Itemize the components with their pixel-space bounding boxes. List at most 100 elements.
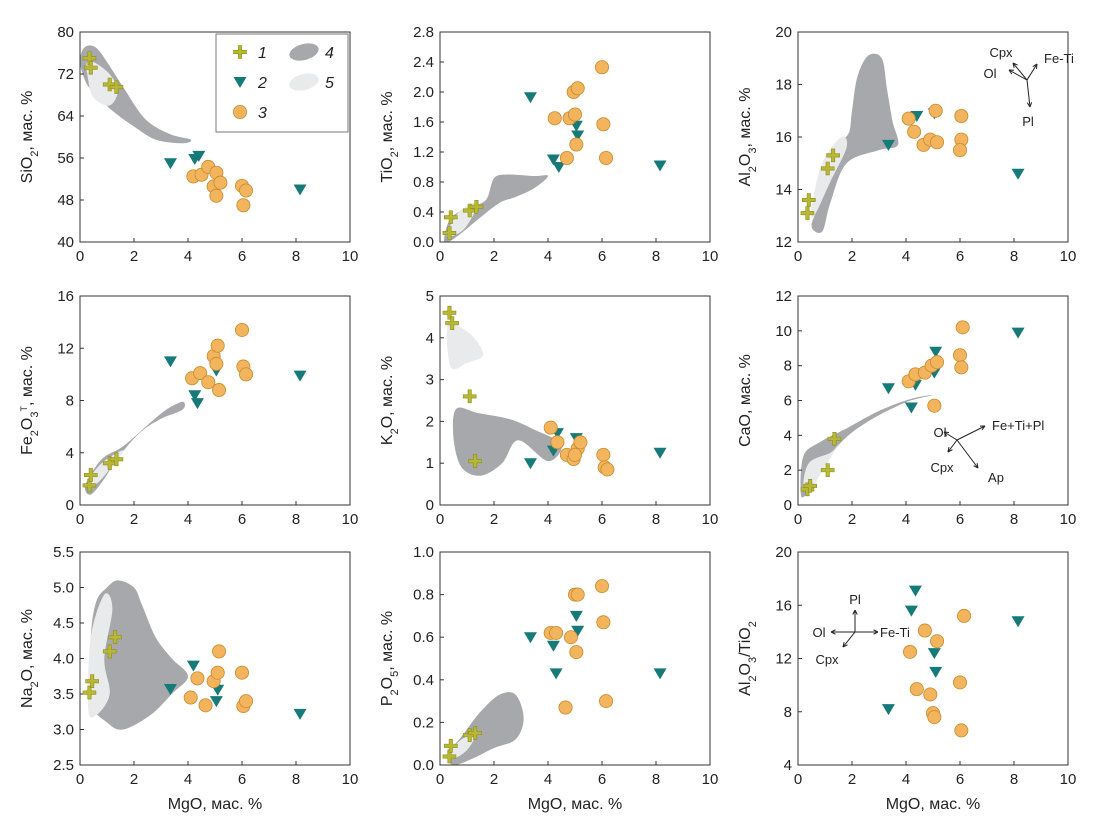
y-tick-label: 14 — [775, 182, 792, 199]
point-group-3 — [599, 150, 614, 165]
point-group-3 — [953, 143, 968, 158]
y-tick-label: 16 — [775, 129, 792, 146]
label-ap: Ap — [988, 470, 1004, 485]
legend-label: 3 — [258, 105, 267, 122]
point-group-3 — [563, 630, 578, 645]
legend-item-3: 3 — [232, 105, 267, 122]
x-tick-label: 4 — [184, 511, 192, 528]
point-group-1 — [803, 479, 817, 493]
data-points — [82, 322, 307, 493]
label-ol: Ol — [984, 66, 997, 81]
y-tick-label: 18 — [775, 77, 792, 94]
y-tick-label: 8 — [784, 704, 792, 721]
point-group-2 — [904, 605, 918, 617]
x-tick-label: 8 — [1010, 771, 1018, 788]
point-group-3 — [903, 644, 918, 659]
y-tick-label: 4.5 — [53, 615, 74, 632]
panel-fe2o3: 0 2 4 6 8 10 0 4 8 12 16 Fe2O3T, мас. % — [19, 288, 358, 528]
point-group-1 — [468, 454, 482, 468]
arrow-pl — [1026, 79, 1031, 108]
point-group-2 — [908, 585, 922, 597]
point-group-3 — [930, 634, 945, 649]
point-group-3 — [901, 111, 916, 126]
y-tick-label: 0.2 — [413, 714, 434, 731]
x-tick-label: 4 — [902, 771, 910, 788]
y-axis-label: TiO2, мас. % — [379, 91, 401, 182]
legend-marker — [232, 105, 247, 120]
x-tick-label: 4 — [902, 511, 910, 528]
y-tick-label: 0.4 — [413, 204, 434, 221]
x-tick-label: 2 — [490, 248, 498, 265]
data-points — [442, 60, 667, 240]
y-tick-label: 3.0 — [53, 722, 74, 739]
label-cpx: Cpx — [930, 460, 954, 475]
x-tick-label: 2 — [490, 511, 498, 528]
point-group-2 — [653, 668, 667, 680]
vector-diagram: Cpx Fe-Ti Ol Pl — [984, 45, 1074, 129]
field-4 — [80, 45, 192, 144]
point-group-3 — [212, 383, 227, 398]
point-group-2 — [904, 402, 918, 414]
point-group-1 — [468, 726, 482, 740]
label-ol: Ol — [934, 425, 947, 440]
y-axis-label: Fe2O3T, мас. % — [19, 346, 41, 455]
y-tick-label: 5 — [426, 288, 434, 305]
point-group-3 — [600, 462, 615, 477]
point-group-3 — [559, 150, 574, 165]
point-group-3 — [568, 107, 583, 122]
y-tick-label: 0.8 — [413, 587, 434, 604]
plot-frame — [439, 295, 711, 506]
point-group-1 — [820, 161, 835, 176]
x-tick-label: 10 — [1060, 248, 1077, 265]
point-group-1 — [102, 644, 117, 659]
point-group-3 — [954, 109, 969, 124]
point-group-3 — [183, 690, 198, 705]
point-group-2 — [523, 92, 537, 104]
field-4 — [444, 174, 548, 242]
y-tick-label: 6 — [784, 393, 792, 410]
y-tick-label: 0 — [426, 497, 434, 514]
point-group-1 — [469, 199, 484, 214]
point-group-1 — [820, 463, 835, 477]
fields — [84, 401, 185, 495]
y-tick-label: 16 — [775, 597, 792, 614]
panel-al2o3: 0 2 4 6 8 10 12 14 16 18 20 Al2O3, мас. % Cpx Fe-Ti Ol… — [737, 24, 1076, 265]
point-group-3 — [239, 367, 254, 382]
x-tick-label: 0 — [436, 771, 444, 788]
x-tick-label: 10 — [702, 511, 719, 528]
point-group-3 — [558, 700, 573, 715]
point-group-2 — [523, 458, 537, 470]
x-tick-label: 0 — [76, 248, 84, 265]
point-group-2 — [549, 668, 563, 680]
x-tick-label: 8 — [292, 511, 300, 528]
point-group-1 — [800, 206, 815, 220]
x-tick-label: 10 — [342, 248, 359, 265]
x-tick-label: 0 — [76, 511, 84, 528]
point-group-2 — [293, 184, 307, 196]
fields — [446, 323, 562, 476]
y-tick-label: 0.0 — [413, 757, 434, 774]
arrow-ol — [943, 431, 958, 441]
y-tick-label: 12 — [775, 651, 792, 668]
point-group-1 — [82, 685, 97, 700]
plot-frame — [439, 551, 711, 766]
panel-p2o5: 0 2 4 6 8 10 0.0 0.2 0.4 0.6 0.8 1.0 P2O5, мас. % MgO… — [379, 544, 718, 813]
x-tick-label: 8 — [292, 771, 300, 788]
point-group-2 — [186, 660, 200, 672]
point-group-2 — [523, 632, 537, 644]
point-group-1 — [109, 452, 124, 467]
point-group-3 — [927, 398, 942, 413]
y-tick-label: 1.0 — [413, 544, 434, 561]
point-group-2 — [293, 708, 307, 720]
x-tick-label: 10 — [342, 511, 359, 528]
x-tick-label: 6 — [956, 248, 964, 265]
y-tick-label: 40 — [57, 234, 74, 251]
y-tick-label: 80 — [57, 24, 74, 41]
point-group-2 — [546, 154, 560, 166]
x-tick-label: 6 — [238, 771, 246, 788]
point-group-3 — [953, 675, 968, 690]
legend-marker — [233, 77, 247, 88]
label-fe-ti-pl: Fe+Ti+Pl — [992, 418, 1044, 433]
point-group-3 — [573, 435, 588, 450]
point-group-3 — [596, 447, 611, 462]
